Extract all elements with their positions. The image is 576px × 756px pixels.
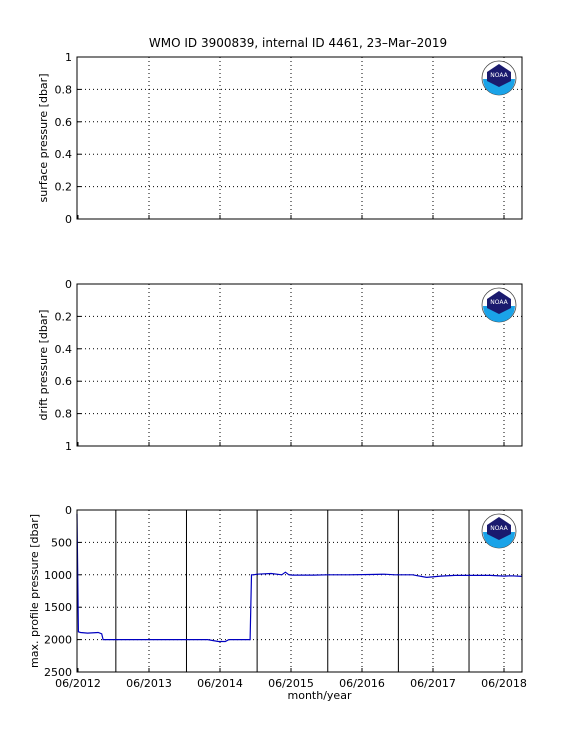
y-tick-label: 0.8 xyxy=(55,83,73,96)
axes-frame xyxy=(76,509,523,673)
y-tick-label: 1500 xyxy=(44,601,72,614)
x-tick-label: 06/2015 xyxy=(268,677,314,690)
noaa-logo: NOAA xyxy=(481,287,517,323)
logo-bird xyxy=(487,64,511,87)
x-tick-label: 06/2014 xyxy=(197,677,243,690)
y-axis-label: drift pressure [dbar] xyxy=(37,310,50,421)
y-tick-label: 0.4 xyxy=(55,148,73,161)
y-tick-label: 0.8 xyxy=(55,408,73,421)
axes-frame xyxy=(76,56,523,220)
plot-area xyxy=(77,510,522,672)
y-tick-label: 0 xyxy=(65,504,72,517)
y-axis-label: max. profile pressure [dbar] xyxy=(28,514,41,668)
chart-panel-1: 0 0.2 0.4 0.6 0.8 1 surface pressure [dbar] NOA… xyxy=(37,51,523,226)
x-tick-label: 06/2016 xyxy=(339,677,385,690)
logo-text: NOAA xyxy=(490,525,508,532)
x-axis-label: month/year xyxy=(288,689,352,702)
noaa-logo: NOAA xyxy=(481,60,517,96)
y-tick-label: 2500 xyxy=(44,666,72,679)
y-tick-label: 0.2 xyxy=(55,181,73,194)
figure-title: WMO ID 3900839, internal ID 4461, 23–Mar… xyxy=(149,36,447,50)
y-tick-label: 0 xyxy=(65,213,72,226)
y-tick-label: 2000 xyxy=(44,634,72,647)
chart-panels: 0 0.2 0.4 0.6 0.8 1 surface pressure [dbar] NOA… xyxy=(28,51,527,702)
y-tick-label: 1000 xyxy=(44,569,72,582)
y-tick-label: 1 xyxy=(65,440,72,453)
y-tick-label: 500 xyxy=(51,536,72,549)
y-tick-label: 0 xyxy=(65,278,72,291)
y-tick-label: 0.6 xyxy=(55,375,73,388)
logo-bird xyxy=(487,517,511,540)
logo-bird xyxy=(487,291,511,314)
x-tick-label: 06/2017 xyxy=(410,677,456,690)
y-tick-label: 0.4 xyxy=(55,343,73,356)
y-axis-label: surface pressure [dbar] xyxy=(37,74,50,203)
y-tick-label: 1 xyxy=(65,51,72,64)
y-tick-label: 0.6 xyxy=(55,116,73,129)
chart-panel-2: 0 0.2 0.4 0.6 0.8 1 drift pressure [dbar] NOAA xyxy=(37,278,523,453)
noaa-logo: NOAA xyxy=(481,513,517,549)
series-line-1 xyxy=(76,513,523,643)
x-tick-label: 06/2013 xyxy=(126,677,172,690)
x-tick-label: 06/2012 xyxy=(55,677,101,690)
y-tick-label: 0.2 xyxy=(55,310,73,323)
x-tick-label: 06/2018 xyxy=(481,677,527,690)
plot-area xyxy=(77,284,522,446)
logo-text: NOAA xyxy=(490,72,508,79)
axes-frame xyxy=(76,283,523,447)
plot-area xyxy=(77,57,522,219)
logo-text: NOAA xyxy=(490,299,508,306)
